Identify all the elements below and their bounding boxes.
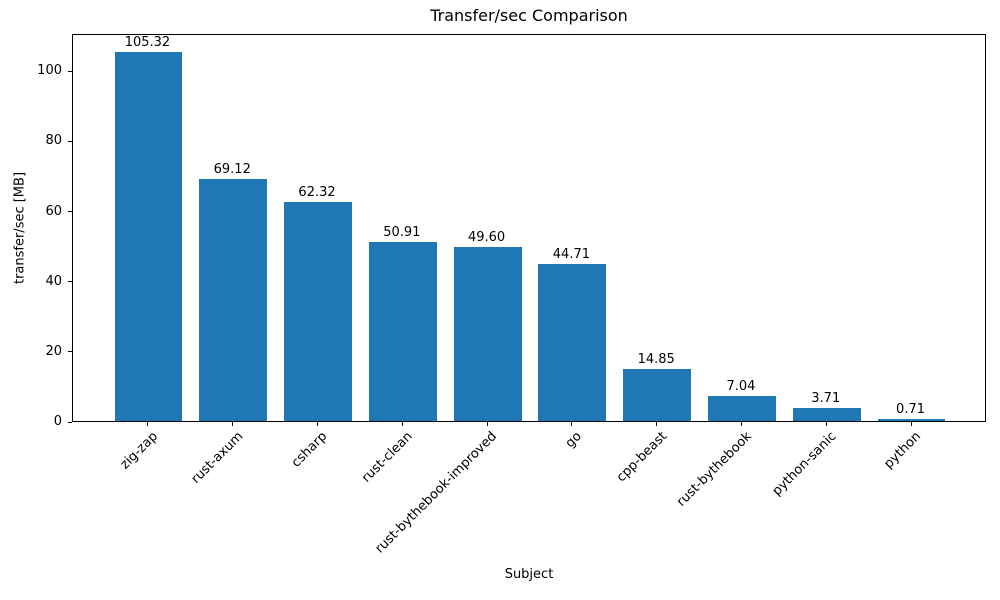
bar-rust-axum <box>199 178 268 421</box>
bar-rust-clean <box>368 242 437 421</box>
y-tick-mark <box>68 211 72 212</box>
bar-cpp-beast <box>623 368 692 421</box>
y-tick-mark <box>68 421 72 423</box>
bar-rust-bythebook <box>708 396 776 421</box>
x-tick-label-zig-zap: zig-zap <box>117 429 162 473</box>
y-tick-label: 80 <box>45 133 62 149</box>
y-tick-mark <box>68 351 72 353</box>
x-tick-label-rust-clean: rust-clean <box>358 429 416 486</box>
bar-value-label: 7.04 <box>726 379 756 395</box>
x-tick-mark <box>147 422 149 426</box>
y-tick-mark <box>68 140 72 142</box>
bar-value-label: 105.32 <box>124 34 171 50</box>
bar-value-label: 3.71 <box>811 390 841 406</box>
y-tick-label: 0 <box>53 414 62 429</box>
x-tick-mark <box>656 422 658 426</box>
y-tick-mark <box>68 281 72 283</box>
bar-value-label: 14.85 <box>637 351 675 367</box>
x-tick-mark <box>740 422 742 426</box>
y-tick-mark <box>68 70 72 72</box>
y-axis-label: transfer/sec [MB] <box>12 171 28 285</box>
x-tick-label-rust-axum: rust-axum <box>188 429 246 487</box>
bar-value-label: 69.12 <box>213 161 251 177</box>
x-tick-label-go: go <box>562 429 586 452</box>
bar-value-label: 49.60 <box>467 229 506 245</box>
bar-zig-zap <box>114 51 183 421</box>
x-tick-mark <box>825 422 827 426</box>
x-tick-mark <box>317 422 319 426</box>
x-tick-label-python: python <box>881 429 925 472</box>
x-tick-mark <box>910 422 912 426</box>
x-tick-mark <box>401 422 403 426</box>
x-axis-label: Subject <box>504 567 554 582</box>
x-tick-label-cpp-beast: cpp-beast <box>613 429 670 486</box>
bar-value-label: 50.91 <box>383 225 421 241</box>
bar-python <box>877 418 946 421</box>
y-tick-label: 40 <box>45 273 62 289</box>
bar-value-label: 62.32 <box>298 185 336 201</box>
y-tick-label: 20 <box>45 343 62 359</box>
bar-value-label: 0.71 <box>896 401 926 417</box>
bar-value-label: 44.71 <box>552 247 590 263</box>
x-tick-label-csharp: csharp <box>289 429 331 471</box>
bar-rust-bythebook-improved <box>453 247 522 421</box>
x-tick-mark <box>232 422 234 426</box>
x-tick-mark <box>486 422 488 426</box>
x-tick-label-rust-bythebook: rust-bythebook <box>673 429 755 510</box>
x-tick-label-python-sanic: python-sanic <box>769 429 840 499</box>
plot-area <box>72 34 986 422</box>
x-tick-mark <box>571 422 573 426</box>
bar-go <box>538 264 607 421</box>
y-tick-label: 60 <box>45 203 62 219</box>
chart-title: Transfer/sec Comparison <box>430 6 628 25</box>
y-tick-label: 100 <box>37 63 62 79</box>
bar-python-sanic <box>792 408 861 421</box>
bar-csharp <box>284 202 352 421</box>
